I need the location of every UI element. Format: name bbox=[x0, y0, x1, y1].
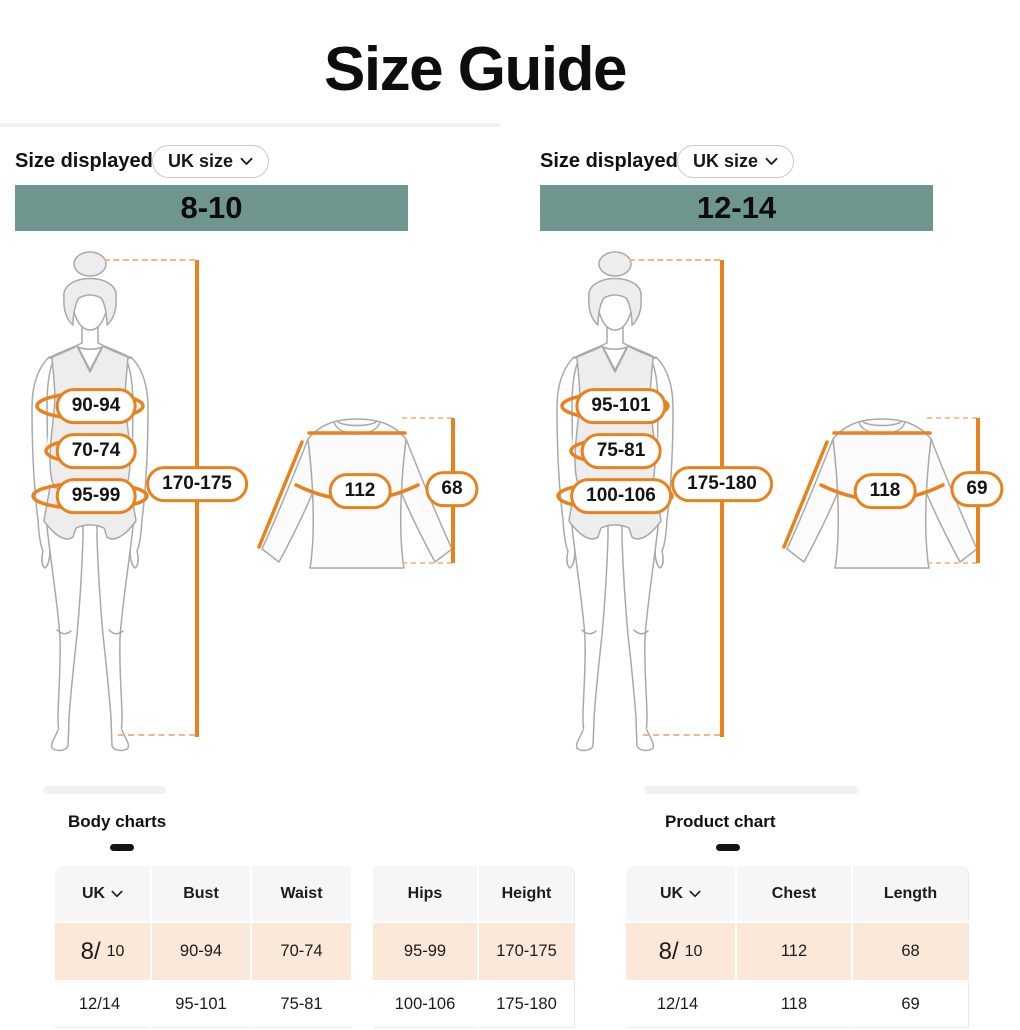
uk-size-cell: 8/10 bbox=[55, 923, 150, 980]
waist-measurement-pill: 75-81 bbox=[580, 433, 662, 469]
unit-selector-dropdown[interactable]: UK size bbox=[152, 145, 270, 178]
length-cell: 69 bbox=[853, 982, 969, 1028]
length-measurement-pill: 69 bbox=[950, 471, 1004, 507]
hips-cell: 95-99 bbox=[373, 923, 477, 980]
table-column-gap bbox=[353, 923, 371, 980]
column-header-uk[interactable]: UK bbox=[626, 866, 735, 921]
table-column-gap bbox=[353, 982, 371, 1028]
chevron-down-icon bbox=[111, 890, 123, 897]
chest-measurement-pill: 118 bbox=[853, 473, 917, 509]
page-title: Size Guide bbox=[324, 35, 627, 104]
column-header-length: Length bbox=[853, 866, 969, 921]
height-measure-dash-bottom bbox=[118, 734, 195, 736]
chevron-down-icon bbox=[765, 157, 778, 165]
size-displayed-label: Size displayed: bbox=[15, 150, 160, 172]
length-cell: 68 bbox=[853, 923, 969, 980]
chest-cell: 118 bbox=[737, 982, 851, 1028]
waist-cell: 70-74 bbox=[252, 923, 351, 980]
uk-size-cell: 12/14 bbox=[55, 982, 150, 1028]
column-header-hips: Hips bbox=[373, 866, 477, 921]
body-charts-heading: Body charts bbox=[68, 812, 167, 831]
unit-selector-value: UK size bbox=[693, 151, 759, 171]
product-measurements-table: UK Chest Length 8/10 112 68 12/14 118 69 bbox=[626, 866, 969, 1028]
unit-selector-value: UK size bbox=[168, 151, 234, 171]
height-measurement-pill: 175-180 bbox=[671, 466, 773, 502]
hips-measurement-pill: 100-106 bbox=[570, 478, 672, 514]
column-header-bust: Bust bbox=[152, 866, 250, 921]
bust-cell: 95-101 bbox=[152, 982, 250, 1028]
height-measure-dash-top bbox=[629, 259, 720, 261]
chevron-down-icon bbox=[240, 157, 253, 165]
size-range-banner: 12-14 bbox=[540, 185, 933, 231]
body-measurements-table: UK Bust Waist Hips Height 8/10 90-94 70-… bbox=[55, 866, 575, 1028]
column-header-uk[interactable]: UK bbox=[55, 866, 150, 921]
size-range-banner: 8-10 bbox=[15, 185, 408, 231]
product-chart-heading: Product chart bbox=[665, 812, 776, 831]
chevron-down-icon bbox=[689, 890, 701, 897]
unit-selector-dropdown[interactable]: UK size bbox=[677, 145, 795, 178]
section-edge-bar bbox=[43, 786, 166, 794]
uk-size-cell: 8/10 bbox=[626, 923, 735, 980]
length-measurement-pill: 68 bbox=[425, 471, 479, 507]
section-divider bbox=[0, 123, 500, 127]
shirt-diagram bbox=[257, 417, 455, 569]
size-panel-12-14: Size displayed: UK size 12-14 bbox=[525, 140, 1020, 780]
hips-cell: 100-106 bbox=[373, 982, 477, 1028]
chest-cell: 112 bbox=[737, 923, 851, 980]
column-header-height: Height bbox=[479, 866, 575, 921]
column-header-waist: Waist bbox=[252, 866, 351, 921]
bust-cell: 90-94 bbox=[152, 923, 250, 980]
height-cell: 170-175 bbox=[479, 923, 575, 980]
hips-measurement-pill: 95-99 bbox=[55, 478, 137, 514]
height-measure-dash-top bbox=[104, 259, 195, 261]
chest-measurement-pill: 112 bbox=[328, 473, 392, 509]
waist-measurement-pill: 70-74 bbox=[55, 433, 137, 469]
section-edge-bar bbox=[644, 786, 859, 794]
bust-measurement-pill: 90-94 bbox=[55, 388, 137, 424]
bust-measurement-pill: 95-101 bbox=[575, 388, 667, 424]
product-chart-heading-underline bbox=[716, 844, 740, 851]
height-measure-dash-bottom bbox=[643, 734, 720, 736]
size-displayed-label: Size displayed: bbox=[540, 150, 685, 172]
uk-size-cell: 12/14 bbox=[626, 982, 735, 1028]
table-column-gap bbox=[353, 866, 371, 921]
height-measurement-pill: 170-175 bbox=[146, 466, 248, 502]
size-panel-8-10: Size displayed: UK size 8-10 bbox=[0, 140, 495, 780]
body-charts-heading-underline bbox=[110, 844, 134, 851]
column-header-chest: Chest bbox=[737, 866, 851, 921]
height-cell: 175-180 bbox=[479, 982, 575, 1028]
waist-cell: 75-81 bbox=[252, 982, 351, 1028]
